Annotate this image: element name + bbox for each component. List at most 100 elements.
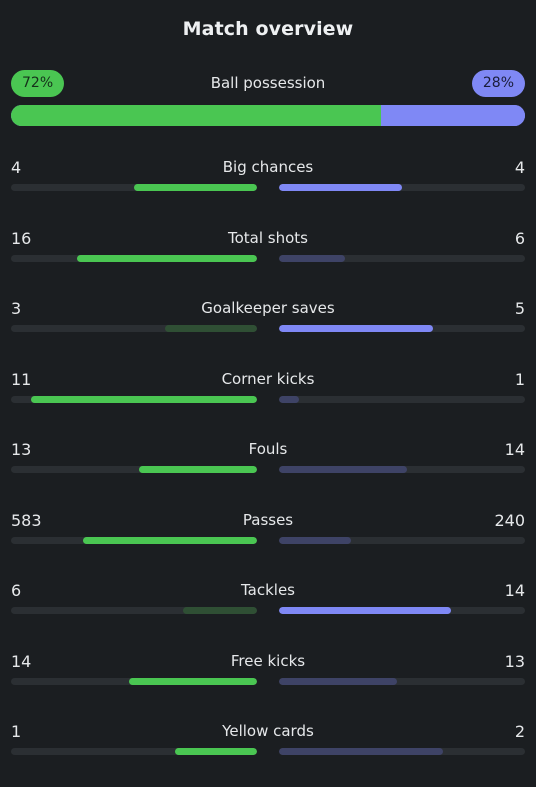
away-value: 4 [514,158,525,177]
stat-label: Goalkeeper saves [201,299,335,317]
home-value: 14 [11,651,32,671]
home-possession-fill [11,105,381,126]
stat-header: 1 Yellow cards 2 [11,716,525,748]
possession-bar [11,105,525,126]
away-bar-track [279,395,525,403]
home-value: 6 [11,581,22,600]
away-value: 14 [504,440,525,459]
home-bar-track [11,395,257,403]
home-bar-track [11,677,257,685]
stat-bars [11,536,525,544]
home-bar-track [11,254,257,262]
stat-header: 14 Free kicks 13 [11,646,525,678]
possession-header: 72% Ball possession 28% [11,70,525,97]
stat-label: Passes [242,510,294,529]
home-value: 3 [11,299,22,318]
away-bar-fill [279,395,300,403]
stat-row: 13 Fouls 14 [11,434,525,505]
home-bar-track [11,536,257,544]
home-bar-track [11,748,257,755]
away-value: 240 [494,510,525,530]
home-value: 4 [11,158,22,177]
stat-bars [11,748,525,755]
home-bar-fill [183,607,257,614]
stat-row: 1 Yellow cards 2 [11,716,525,787]
away-bar-track [279,607,525,614]
home-bar-track [11,466,257,473]
away-bar-fill [279,466,407,473]
away-bar-track [279,748,525,755]
away-bar-track [279,254,525,262]
away-value: 5 [514,299,525,318]
stat-header: 13 Fouls 14 [11,434,525,466]
away-bar-track [279,536,525,544]
away-value: 1 [514,369,525,389]
home-bar-fill [31,395,257,403]
stat-header: 4 Big chances 4 [11,152,525,184]
home-value: 1 [11,722,22,741]
home-value: 13 [11,440,32,459]
away-bar-fill [279,607,452,614]
stat-row: 4 Big chances 4 [11,152,525,223]
away-value: 6 [514,228,525,248]
stat-row: 16 Total shots 6 [11,223,525,294]
stat-label: Yellow cards [222,722,314,740]
stat-row: 6 Tackles 14 [11,575,525,646]
stat-label: Corner kicks [221,369,315,388]
away-bar-fill [279,536,351,544]
stats-list: 4 Big chances 4 16 Total shots 6 3 Goalkeeper s… [11,152,525,787]
home-bar-fill [77,254,257,262]
stat-label: Big chances [222,158,314,176]
stat-row: 11 Corner kicks 1 [11,364,525,435]
home-bar-track [11,607,257,614]
stat-header: 16 Total shots 6 [11,223,525,255]
stat-bars [11,395,525,403]
away-bar-track [279,325,525,332]
home-bar-track [11,184,257,191]
away-value: 13 [504,651,525,671]
away-possession-fill [381,105,525,126]
away-bar-track [279,466,525,473]
away-bar-fill [279,254,346,262]
away-value: 2 [514,722,525,741]
away-bar-fill [279,325,433,332]
away-bar-track [279,184,525,191]
home-bar-fill [138,466,257,473]
stat-row: 3 Goalkeeper saves 5 [11,293,525,364]
home-bar-fill [134,184,257,191]
away-value: 14 [504,581,525,600]
stat-bars [11,325,525,332]
away-bar-fill [279,677,398,685]
stat-bars [11,254,525,262]
home-value: 16 [11,228,32,248]
stat-header: 3 Goalkeeper saves 5 [11,293,525,325]
stat-bars [11,466,525,473]
home-bar-fill [164,325,257,332]
home-bar-fill [175,748,257,755]
away-possession-badge: 28% [471,70,525,97]
home-value: 583 [11,510,42,530]
possession-label: Ball possession [210,74,326,92]
stat-label: Total shots [228,228,308,247]
stat-label: Fouls [248,440,288,458]
away-bar-fill [279,748,444,755]
stat-row: 14 Free kicks 13 [11,646,525,717]
stat-bars [11,607,525,614]
home-possession-badge: 72% [11,70,65,97]
stat-bars [11,677,525,685]
home-bar-track [11,325,257,332]
stat-row: 583 Passes 240 [11,505,525,576]
stat-header: 11 Corner kicks 1 [11,364,525,396]
home-bar-fill [82,536,257,544]
away-bar-track [279,677,525,685]
away-bar-fill [279,184,402,191]
stat-header: 583 Passes 240 [11,505,525,537]
page-title: Match overview [182,18,354,40]
home-bar-fill [129,677,257,685]
stat-header: 6 Tackles 14 [11,575,525,607]
home-value: 11 [11,369,32,389]
stat-label: Tackles [240,581,296,599]
stat-bars [11,184,525,191]
stat-label: Free kicks [230,651,306,670]
